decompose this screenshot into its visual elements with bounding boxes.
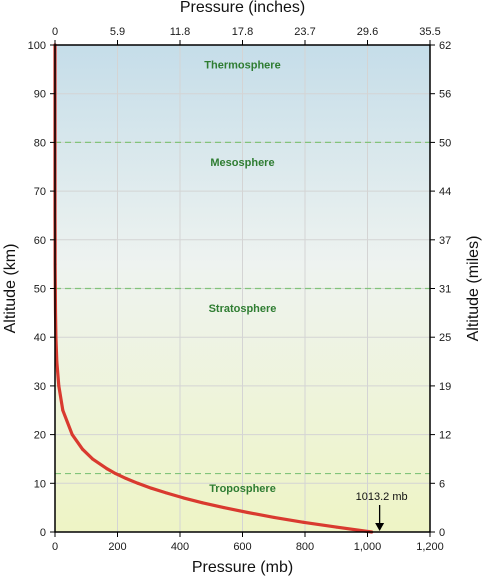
data-point-2 [301, 520, 305, 524]
annotation-arrow-head [375, 523, 385, 531]
x-tick-label-1: 200 [108, 541, 126, 553]
x-tick-label-4: 800 [296, 541, 314, 553]
data-point-4 [246, 511, 250, 514]
data-point-8 [165, 491, 169, 495]
data-point-13 [105, 467, 109, 471]
x-axis-title: Pressure (mb) [192, 559, 293, 576]
data-point-15 [81, 447, 84, 451]
x2-tick-label-4: 23.7 [294, 26, 315, 38]
data-point-16 [70, 433, 74, 437]
y2-tick-label-1: 6 [439, 478, 445, 490]
y-tick-label-9: 90 [34, 89, 46, 101]
layer-label-troposphere: Troposphere [209, 483, 276, 495]
data-point-5 [222, 506, 226, 510]
y2-tick-label-5: 31 [439, 284, 451, 296]
y2-tick-label-3: 19 [439, 381, 451, 393]
ticks: 002005.940011.860017.880023.71,00029.61,… [28, 26, 452, 553]
y2-tick-label-6: 37 [439, 235, 451, 247]
y2-tick-label-4: 25 [439, 332, 451, 344]
x2-tick-label-2: 11.8 [170, 26, 191, 38]
data-point-10 [136, 481, 140, 485]
x-tick-label-2: 400 [171, 541, 189, 553]
data-point-9 [149, 486, 153, 490]
data-point-7 [181, 496, 185, 500]
y2-tick-label-10: 62 [439, 40, 451, 52]
y2-tick-label-0: 0 [439, 527, 445, 539]
y-tick-label-5: 50 [34, 284, 46, 296]
data-point-3 [272, 515, 276, 519]
y-tick-label-6: 60 [34, 235, 46, 247]
layer-label-thermosphere: Thermosphere [204, 59, 280, 71]
x-tick-label-5: 1,000 [354, 541, 382, 553]
data-point-6 [201, 501, 204, 505]
data-point-12 [114, 472, 118, 476]
data-point-1 [334, 525, 338, 529]
y-tick-label-1: 10 [34, 478, 46, 490]
x2-tick-label-5: 29.6 [357, 26, 378, 38]
y-axis-title: Altitude (km) [2, 244, 19, 334]
x2-axis-title: Pressure (inches) [180, 0, 305, 16]
x2-tick-label-0: 0 [52, 26, 58, 38]
data-point-14 [91, 457, 94, 461]
layer-labels: Thermosphere Mesosphere Stratosphere Tropos… [204, 59, 280, 495]
y2-tick-label-2: 12 [439, 430, 451, 442]
y-tick-label-8: 80 [34, 137, 46, 149]
data-point-19 [55, 360, 59, 364]
y2-tick-label-8: 50 [439, 137, 451, 149]
y-tick-label-4: 40 [34, 332, 46, 344]
y-tick-label-3: 30 [34, 381, 46, 393]
y-tick-label-10: 100 [28, 40, 46, 52]
y-tick-label-0: 0 [40, 527, 46, 539]
y-tick-label-2: 20 [34, 430, 46, 442]
x2-tick-label-1: 5.9 [110, 26, 125, 38]
y-tick-label-7: 70 [34, 186, 46, 198]
x-tick-label-6: 1,200 [416, 541, 444, 553]
y2-tick-label-9: 56 [439, 89, 451, 101]
layer-label-mesosphere: Mesosphere [210, 157, 274, 169]
data-point-11 [124, 476, 128, 480]
data-point-18 [57, 384, 61, 388]
x-tick-label-0: 0 [52, 541, 58, 553]
y2-axis-title: Altitude (miles) [465, 236, 482, 342]
annotation-label: 1013.2 mb [356, 491, 408, 503]
x2-tick-label-6: 35.5 [419, 26, 440, 38]
y2-tick-label-7: 44 [439, 186, 451, 198]
x-tick-label-3: 600 [233, 541, 251, 553]
layer-label-stratosphere: Stratosphere [209, 303, 277, 315]
x2-tick-label-3: 17.8 [232, 26, 253, 38]
annotation: 1013.2 mb [356, 491, 408, 531]
data-point-17 [61, 408, 65, 412]
